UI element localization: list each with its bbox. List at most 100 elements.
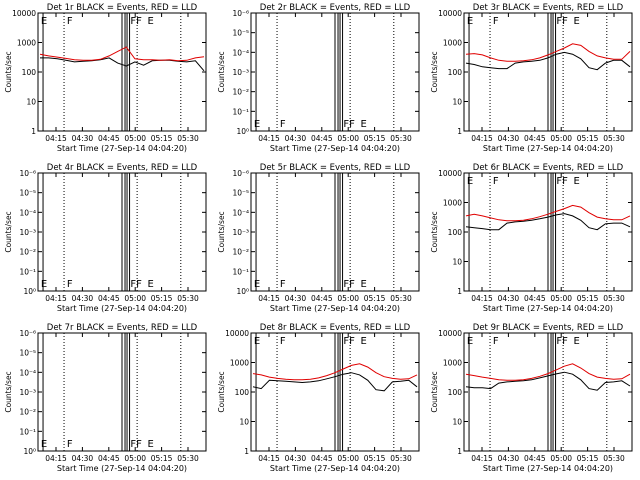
x-tick-label: 05:30 (177, 454, 199, 463)
x-tick-label: 04:30 (498, 294, 520, 303)
event-annotation: FF (556, 336, 568, 347)
y-tick-label: 10⁰ (23, 287, 36, 296)
y-tick-label: 10 (26, 98, 36, 107)
event-annotation: FF (556, 16, 568, 27)
x-tick-label: 04:15 (45, 454, 67, 463)
panel-det-2r: Det 2r BLACK = Events, RED = LLD 10⁰ 10⁻¹ 1… (217, 3, 420, 153)
event-annotation: E (41, 16, 47, 27)
x-tick-label: 04:45 (311, 134, 333, 143)
y-tick-label: 10⁻³ (19, 228, 36, 237)
lld-series-line (39, 46, 205, 62)
event-annotation: F (280, 279, 286, 290)
event-annotation: E (148, 16, 154, 27)
x-tick-label: 04:30 (285, 454, 307, 463)
lld-series-line (465, 363, 631, 381)
y-tick-label: 10⁻⁴ (19, 368, 36, 377)
event-annotation: E (361, 119, 367, 130)
y-tick-label: 10⁰ (23, 447, 36, 456)
y-tick-label: 10⁻¹ (232, 267, 249, 276)
y-tick-label: 100 (22, 68, 37, 77)
event-annotation: F (280, 336, 286, 347)
event-annotation: FF (343, 119, 355, 130)
event-annotation: E (41, 439, 47, 450)
panel-title: Det 8r BLACK = Events, RED = LLD (260, 323, 411, 333)
x-tick-label: 04:45 (311, 294, 333, 303)
event-annotation: E (41, 279, 47, 290)
x-tick-label: 04:45 (524, 454, 546, 463)
panel-title: Det 9r BLACK = Events, RED = LLD (473, 323, 624, 333)
x-tick-label: 04:15 (45, 294, 67, 303)
x-tick-label: 05:00 (124, 294, 146, 303)
x-axis-label: Start Time (27-Sep-14 04:04:20) (57, 464, 187, 473)
x-axis-label: Start Time (27-Sep-14 04:04:20) (57, 304, 187, 313)
event-annotation: F (67, 439, 73, 450)
event-annotation: E (467, 176, 473, 187)
x-tick-label: 05:15 (151, 294, 173, 303)
x-tick-label: 04:15 (258, 454, 280, 463)
x-tick-label: 05:00 (124, 134, 146, 143)
x-tick-label: 04:30 (285, 134, 307, 143)
panel-det-7r: Det 7r BLACK = Events, RED = LLD 10⁰ 10⁻¹ 1… (4, 323, 207, 473)
x-tick-label: 05:30 (390, 454, 412, 463)
x-tick-label: 04:45 (98, 134, 120, 143)
x-tick-label: 05:15 (577, 294, 599, 303)
event-annotation: E (361, 279, 367, 290)
y-tick-label: 1 (457, 447, 462, 456)
x-tick-label: 05:30 (177, 294, 199, 303)
y-axis-label: Counts/sec (217, 371, 226, 412)
y-tick-label: 10⁻² (19, 408, 36, 417)
panel-det-5r: Det 5r BLACK = Events, RED = LLD 10⁰ 10⁻¹ 1… (217, 163, 420, 313)
panel-det-6r: Det 6r BLACK = Events, RED = LLD 1 10 100 10… (430, 163, 633, 313)
y-tick-label: 1 (244, 447, 249, 456)
y-tick-label: 1000 (443, 199, 462, 208)
x-axis-label: Start Time (27-Sep-14 04:04:20) (483, 464, 613, 473)
y-axis-label: Counts/sec (4, 51, 13, 92)
x-tick-label: 05:00 (550, 454, 572, 463)
x-tick-label: 04:30 (72, 294, 94, 303)
event-annotation: F (67, 16, 73, 27)
x-tick-label: 04:30 (498, 454, 520, 463)
x-axis-label: Start Time (27-Sep-14 04:04:20) (483, 304, 613, 313)
panel-title: Det 7r BLACK = Events, RED = LLD (47, 323, 198, 333)
x-tick-label: 05:00 (124, 454, 146, 463)
y-tick-label: 10⁻² (19, 248, 36, 257)
y-tick-label: 10⁻⁴ (19, 208, 36, 217)
x-tick-label: 05:00 (550, 294, 572, 303)
events-series-line (465, 371, 631, 391)
y-tick-label: 10⁻⁵ (19, 189, 36, 198)
x-tick-label: 05:15 (364, 294, 386, 303)
x-tick-label: 04:15 (471, 294, 493, 303)
event-annotation: F (493, 336, 499, 347)
event-annotation: E (254, 279, 260, 290)
x-tick-label: 04:15 (471, 134, 493, 143)
event-annotation: FF (343, 279, 355, 290)
y-axis-label: Counts/sec (430, 371, 439, 412)
event-annotation: FF (343, 336, 355, 347)
x-tick-label: 05:30 (390, 134, 412, 143)
y-tick-label: 10 (452, 418, 462, 427)
event-annotation: E (148, 279, 154, 290)
y-tick-label: 10⁻⁶ (19, 169, 36, 178)
events-series-line (252, 372, 418, 392)
x-axis-label: Start Time (27-Sep-14 04:04:20) (270, 304, 400, 313)
y-tick-label: 10⁻⁴ (232, 48, 249, 57)
y-axis-label: Counts/sec (4, 371, 13, 412)
y-tick-label: 10⁰ (236, 127, 249, 136)
event-annotation: FF (556, 176, 568, 187)
x-tick-label: 04:15 (258, 134, 280, 143)
x-tick-label: 05:15 (577, 454, 599, 463)
x-tick-label: 05:30 (603, 294, 625, 303)
y-tick-label: 1000 (443, 39, 462, 48)
y-tick-label: 1 (31, 127, 36, 136)
x-tick-label: 04:45 (524, 294, 546, 303)
panel-title: Det 2r BLACK = Events, RED = LLD (260, 3, 411, 13)
event-annotation: E (574, 176, 580, 187)
y-tick-label: 10 (452, 258, 462, 267)
y-tick-label: 10 (239, 418, 249, 427)
x-tick-label: 05:30 (177, 134, 199, 143)
event-annotation: F (493, 16, 499, 27)
y-tick-label: 10⁻⁵ (19, 349, 36, 358)
x-tick-label: 04:45 (524, 134, 546, 143)
x-tick-label: 04:30 (498, 134, 520, 143)
event-annotation: E (254, 336, 260, 347)
